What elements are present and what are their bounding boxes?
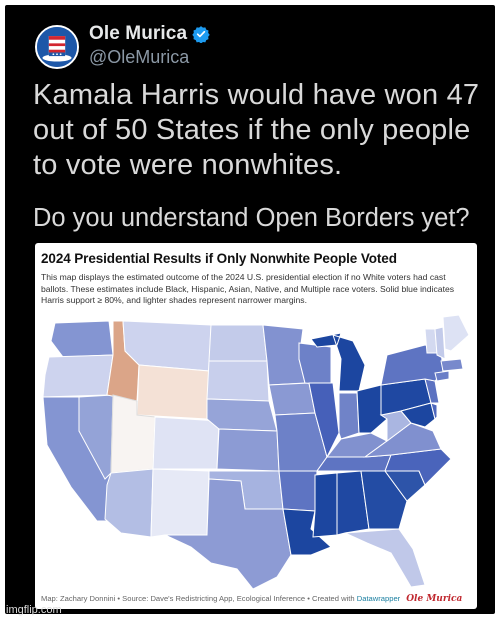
us-states-map bbox=[41, 315, 471, 590]
uncle-sam-hat-icon bbox=[37, 27, 77, 67]
state-arkansas bbox=[279, 471, 317, 511]
chart-image-card[interactable]: 2024 Presidential Results if Only Nonwhi… bbox=[35, 243, 477, 609]
state-washington bbox=[51, 321, 113, 357]
state-oregon bbox=[43, 355, 113, 397]
state-iowa bbox=[269, 383, 315, 415]
chart-description: This map displays the estimated outcome … bbox=[41, 272, 473, 307]
state-new-mexico bbox=[151, 469, 209, 537]
display-name[interactable]: Ole Murica bbox=[89, 23, 187, 45]
state-wisconsin bbox=[299, 343, 331, 385]
state-tennessee bbox=[317, 455, 391, 471]
ole-murica-brand: Ole Murica bbox=[406, 594, 462, 604]
state-connecticut bbox=[435, 371, 449, 381]
state-maine bbox=[443, 315, 469, 351]
state-south-dakota bbox=[207, 361, 269, 401]
chart-credits: Map: Zachary Donnini • Source: Dave's Re… bbox=[41, 594, 357, 603]
tweet-question: Do you understand Open Borders yet? bbox=[33, 203, 483, 233]
tweet-body: Kamala Harris would have won 47 out of 5… bbox=[33, 78, 483, 183]
state-mississippi bbox=[313, 473, 337, 537]
verified-badge-icon bbox=[192, 25, 210, 43]
chart-title: 2024 Presidential Results if Only Nonwhi… bbox=[41, 251, 473, 266]
state-wyoming bbox=[137, 365, 209, 419]
state-indiana bbox=[339, 393, 359, 439]
state-nebraska bbox=[207, 399, 277, 431]
avatar[interactable] bbox=[35, 25, 79, 69]
tweet-header: Ole Murica @OleMurica bbox=[29, 19, 469, 69]
state-colorado bbox=[153, 417, 219, 469]
state-massachusetts bbox=[441, 359, 463, 371]
state-north-dakota bbox=[209, 325, 267, 361]
chart-footer: Map: Zachary Donnini • Source: Dave's Re… bbox=[41, 594, 473, 604]
name-row: Ole Murica bbox=[89, 23, 210, 45]
state-florida bbox=[345, 529, 425, 587]
state-kansas bbox=[217, 429, 279, 471]
datawrapper-link[interactable]: Datawrapper bbox=[357, 594, 400, 603]
imgflip-watermark: imgflip.com bbox=[6, 604, 62, 616]
account-handle[interactable]: @OleMurica bbox=[89, 47, 189, 68]
state-arizona bbox=[105, 469, 153, 537]
screenshot-frame: Ole Murica @OleMurica Kamala Harris woul… bbox=[5, 5, 495, 614]
